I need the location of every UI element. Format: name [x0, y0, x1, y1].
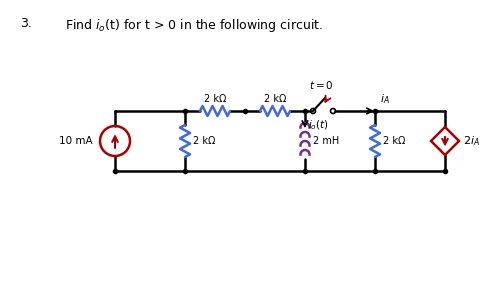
Text: 2 kΩ: 2 kΩ	[264, 94, 286, 104]
Text: 10 mA: 10 mA	[59, 136, 93, 146]
Text: $t = 0$: $t = 0$	[309, 79, 333, 91]
Text: $i_A$: $i_A$	[380, 92, 390, 106]
Text: $i_o(t)$: $i_o(t)$	[308, 118, 329, 132]
Text: 3.: 3.	[20, 17, 32, 30]
Text: 2 mH: 2 mH	[313, 136, 339, 146]
Text: 2 kΩ: 2 kΩ	[383, 136, 405, 146]
Text: 2 kΩ: 2 kΩ	[193, 136, 215, 146]
Text: Find $i_o$(t) for t > 0 in the following circuit.: Find $i_o$(t) for t > 0 in the following…	[65, 17, 323, 34]
Text: $2i_A$: $2i_A$	[463, 134, 480, 148]
Text: 2 kΩ: 2 kΩ	[204, 94, 226, 104]
